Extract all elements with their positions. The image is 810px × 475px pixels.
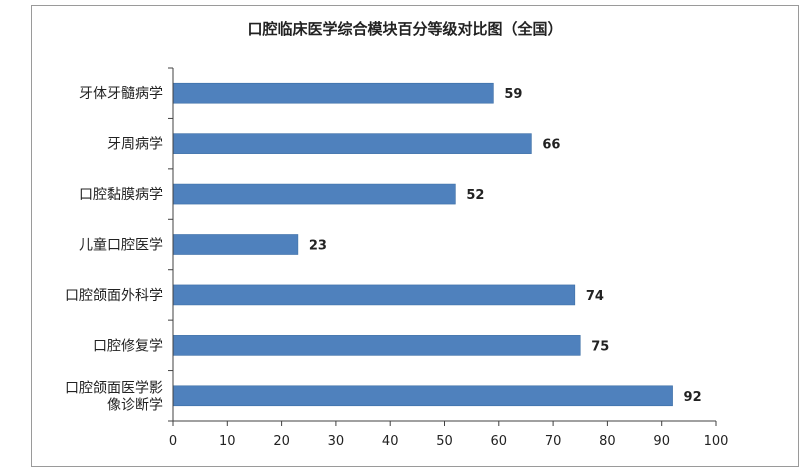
data-label-1: 59 [504,87,522,102]
category-label-7: 口腔颌面医学影像诊断学 [65,380,163,413]
category-label-5: 口腔颌面外科学 [65,288,163,304]
data-label-5: 74 [586,289,604,304]
bar-5 [172,284,576,306]
x-tick-label-2: 20 [273,434,290,449]
bar-4 [172,234,299,255]
x-tick-label-3: 30 [328,434,345,449]
bar-3 [172,183,456,205]
x-tick-label-0: 0 [169,434,177,449]
category-labels: 牙体牙髓病学牙周病学口腔黏膜病学儿童口腔医学口腔颌面外科学口腔修复学口腔颌面医学… [65,86,163,413]
category-label-6: 口腔修复学 [93,337,163,354]
data-labels: 59 66 52 23 74 75 92 [309,87,702,405]
data-label-6: 75 [591,339,609,354]
x-tick-label-4: 40 [382,434,399,449]
data-label-7: 92 [684,390,702,405]
x-tick-label-6: 60 [491,434,508,449]
category-label-3: 口腔黏膜病学 [79,187,163,203]
x-tick-label-5: 50 [436,434,453,449]
data-label-4: 23 [309,239,327,254]
data-label-3: 52 [466,188,484,203]
chart-title: 口腔临床医学综合模块百分等级对比图（全国） [247,20,562,38]
x-tick-label-9: 90 [653,434,670,449]
bar-2 [172,133,532,154]
category-label-2: 牙周病学 [107,137,163,153]
bar-6 [172,335,581,356]
bars-group [172,82,673,407]
x-tick-label-10: 100 [704,434,729,449]
data-label-2: 66 [542,138,560,153]
bar-1 [172,82,494,104]
category-label-4: 儿童口腔医学 [79,237,163,254]
category-label-1: 牙体牙髓病学 [79,86,163,102]
x-tick-label-7: 70 [545,434,562,449]
bar-7 [172,385,673,407]
x-tick-label-8: 80 [599,434,616,449]
axes: 0 10 20 30 40 50 60 70 80 90 100 [168,67,729,449]
x-tick-label-1: 10 [219,434,236,449]
